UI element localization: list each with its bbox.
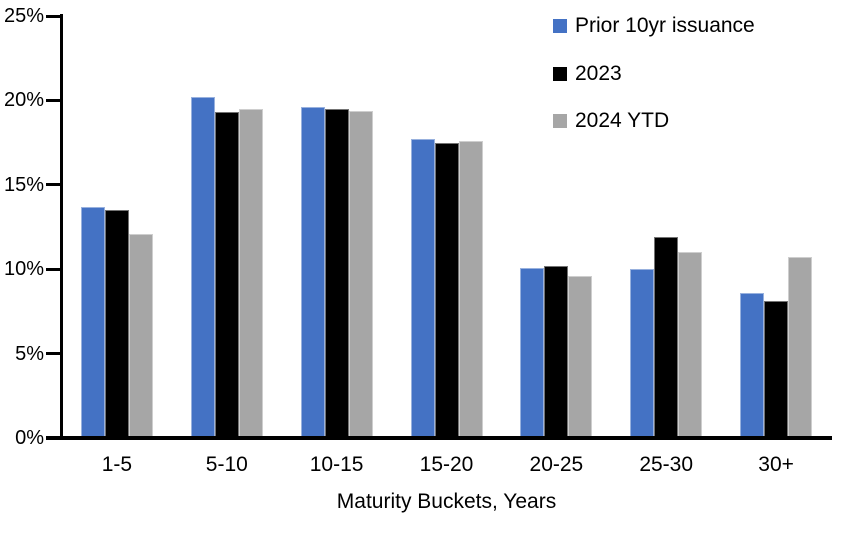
y-axis-tick-label: 25%: [3, 5, 44, 27]
legend-item-prior-10yr-issuance: Prior 10yr issuance: [553, 14, 755, 38]
bar-2024-ytd-1-5: [128, 233, 153, 438]
bar-2023-25-30: [654, 237, 679, 438]
y-axis-tick-label: 5%: [15, 342, 44, 365]
y-axis-tick-label: 0%: [15, 427, 44, 449]
bar-2024-ytd-10-15: [348, 110, 373, 438]
legend-swatch-2024-ytd: [553, 114, 567, 128]
bar-2024-ytd-5-10: [238, 108, 263, 438]
legend-label: Prior 10yr issuance: [575, 14, 755, 37]
x-axis-category-label-5-10: 5-10: [205, 453, 248, 476]
bar-2023-15-20: [434, 142, 459, 438]
y-axis-tick-25: [46, 14, 60, 18]
y-axis-tick-label: 10%: [3, 258, 44, 281]
y-axis-tick-10: [46, 267, 60, 271]
bar-prior-10yr-issuance-30: [740, 292, 765, 438]
x-axis-category-label-1-5: 1-5: [101, 453, 133, 476]
bar-prior-10yr-issuance-1-5: [80, 206, 105, 438]
x-axis-category-label-15-20: 15-20: [419, 453, 474, 476]
x-axis-category-label-20-25: 20-25: [529, 453, 584, 476]
x-axis-category-label-30: 30+: [758, 453, 794, 476]
y-axis-tick-label: 15%: [3, 173, 44, 196]
bar-2023-20-25: [544, 265, 569, 438]
y-axis-tick-5: [46, 352, 60, 356]
legend-label: 2024 YTD: [575, 109, 670, 132]
bar-2024-ytd-20-25: [568, 276, 593, 438]
legend-item-2023: 2023: [553, 62, 622, 86]
bar-prior-10yr-issuance-10-15: [300, 107, 325, 438]
bar-2024-ytd-30: [788, 257, 813, 438]
legend-swatch-prior-10yr-issuance: [553, 19, 567, 33]
y-axis-tick-label: 20%: [3, 89, 44, 112]
legend: Prior 10yr issuance 2023 2024 YTD: [553, 14, 833, 144]
y-axis-tick-20: [46, 98, 60, 102]
x-axis-category-label-25-30: 25-30: [639, 453, 694, 476]
y-axis-line: [60, 14, 63, 440]
legend-item-2024-ytd: 2024 YTD: [553, 109, 669, 133]
bar-prior-10yr-issuance-15-20: [410, 139, 435, 438]
legend-label: 2023: [575, 61, 622, 85]
bar-2023-1-5: [104, 210, 129, 438]
bar-prior-10yr-issuance-5-10: [190, 97, 215, 438]
bar-2024-ytd-15-20: [458, 140, 483, 438]
legend-swatch-2023: [553, 66, 567, 81]
x-axis-line: [46, 436, 832, 440]
x-axis-title: Maturity Buckets, Years: [336, 490, 557, 513]
bar-2024-ytd-25-30: [678, 252, 703, 438]
y-axis-tick-15: [46, 183, 60, 187]
bar-2023-5-10: [214, 112, 239, 438]
bar-prior-10yr-issuance-20-25: [520, 267, 545, 438]
bar-prior-10yr-issuance-25-30: [630, 269, 655, 438]
x-axis-category-label-10-15: 10-15: [309, 453, 364, 476]
bar-2023-30: [764, 301, 789, 438]
bar-2023-10-15: [324, 108, 349, 438]
